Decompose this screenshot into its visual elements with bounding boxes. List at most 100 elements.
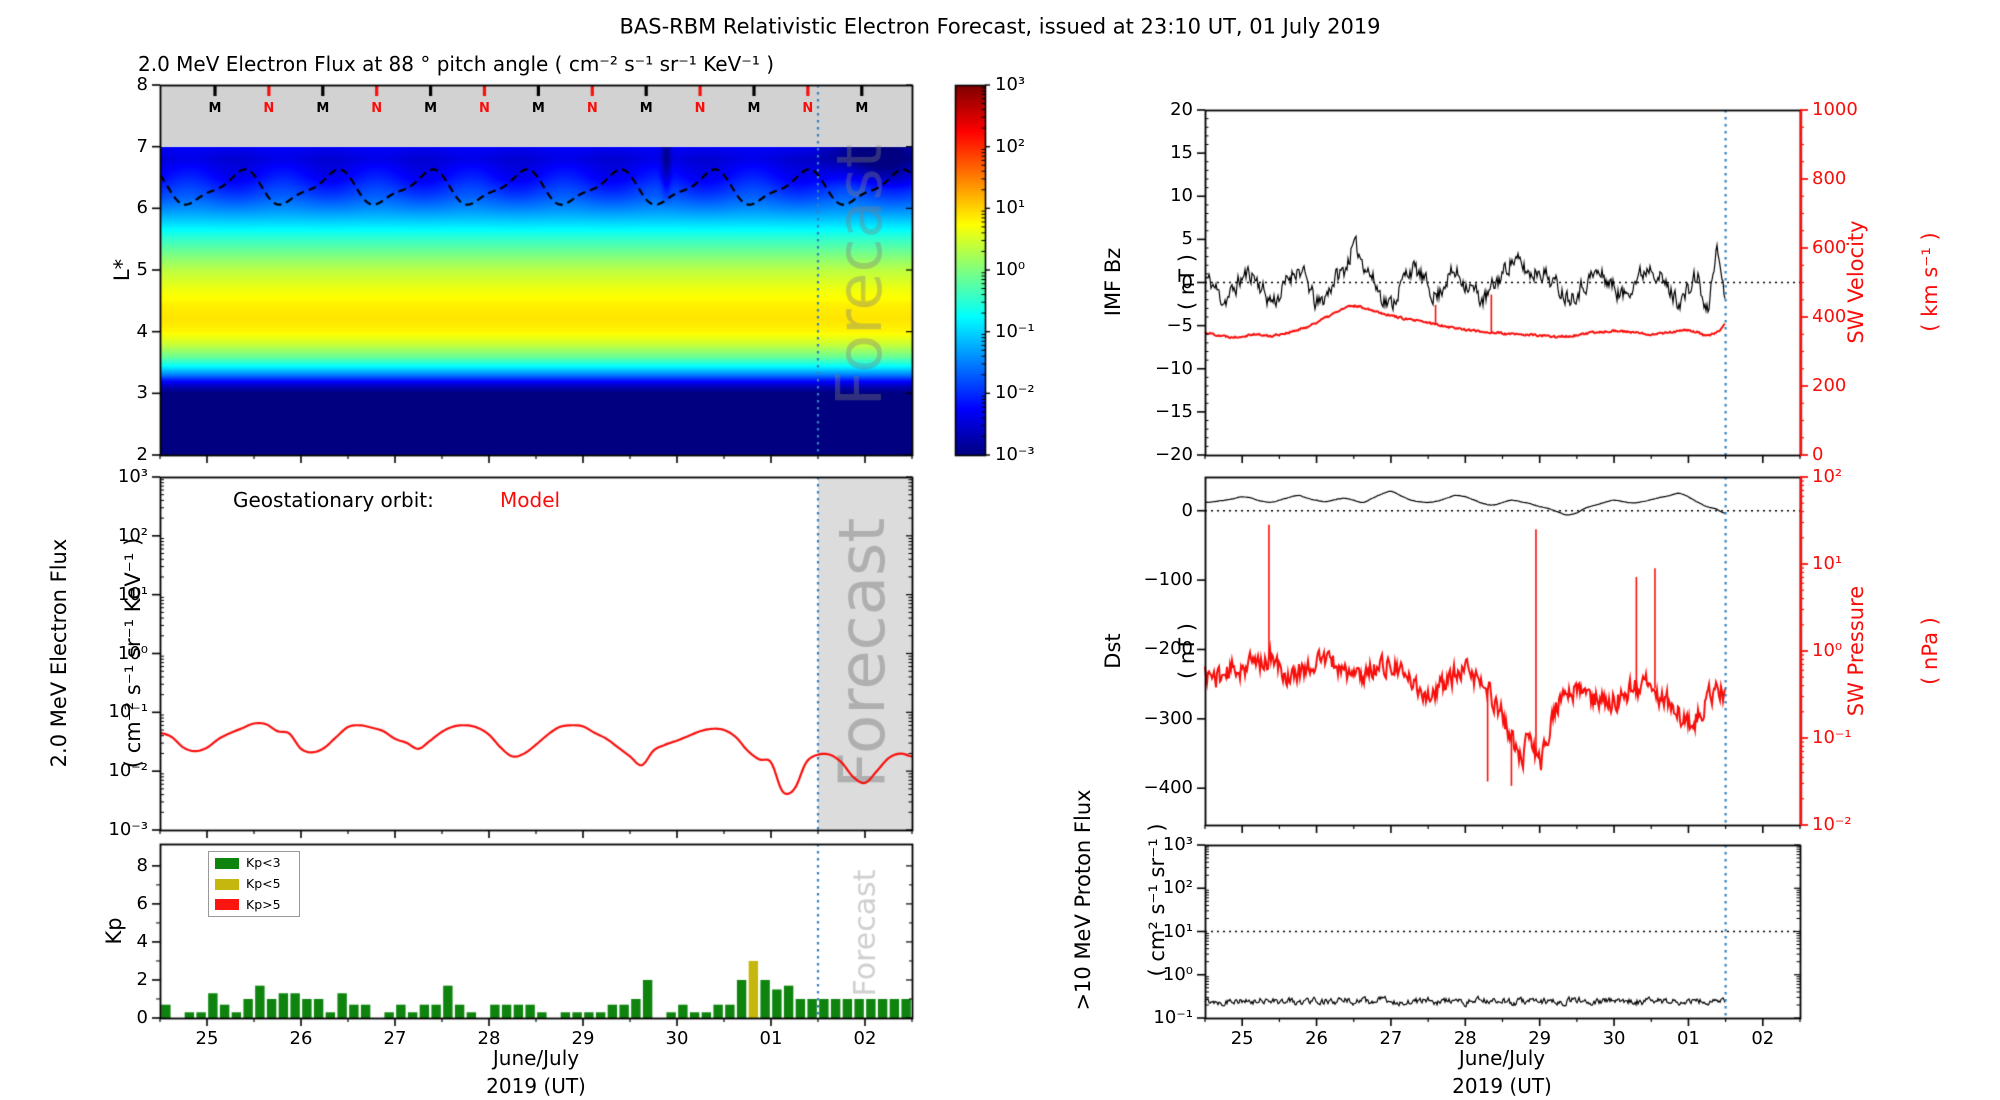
imf-bz-y-tick-label: 20 [1170,99,1193,120]
mn-marker-label: M [747,101,761,116]
x-tick-label: 26 [289,1028,313,1049]
sw-velocity-y-tick-label: 400 [1812,306,1847,327]
geo-orbit-model-label: Model [500,488,561,512]
kp-y-tick-label: 0 [136,1007,148,1028]
geo-flux-y-tick-label: 10⁰ [117,642,148,664]
mn-marker-label: N [694,101,706,116]
geo-flux-ylabel: 2.0 MeV Electron Flux ( cm⁻² s⁻¹ sr⁻¹ Ke… [46,537,145,769]
kp-mid-swatch [215,878,239,890]
heatmap-y-tick-label: 3 [136,382,148,404]
heatmap-y-tick-label: 6 [136,197,148,219]
colorbar-tick-label: 10³ [995,74,1026,95]
imf-bz-y-tick-label: −5 [1166,314,1193,336]
imf-bz-y-tick-label: −15 [1155,400,1193,422]
geo-flux-y-tick-label: 10⁻² [108,760,148,782]
heatmap-y-tick-label: 4 [136,320,148,342]
x-tick-label: 30 [665,1028,689,1049]
kp-high-label: Kp>5 [246,896,281,912]
x-axis-caption-right-2: 2019 (UT) [1452,1074,1552,1098]
heatmap-y-tick-label: 5 [136,259,148,280]
heatmap-y-tick-label: 7 [136,135,148,157]
sw-pressure-y-tick-label: 10¹ [1812,553,1843,574]
mn-marker-label: M [208,101,222,116]
mn-marker-label: M [531,101,545,116]
sw-velocity-y-tick-label: 200 [1812,375,1847,396]
x-tick-label: 26 [1305,1028,1329,1049]
geo-flux-y-tick-label: 10⁻³ [108,819,148,840]
x-tick-label: 25 [1230,1028,1254,1049]
x-axis-caption-left-1: June/July [492,1046,580,1070]
colorbar-tick-label: 10² [995,135,1026,157]
x-tick-label: 29 [1528,1028,1552,1049]
x-axis-caption-left-2: 2019 (UT) [486,1074,586,1098]
colorbar-tick-label: 10⁰ [995,259,1026,280]
kp-low-label: Kp<3 [246,855,281,870]
figure-title: BAS-RBM Relativistic Electron Forecast, … [619,14,1381,39]
x-tick-label: 02 [1751,1028,1775,1049]
kp-y-tick-label: 8 [136,854,148,876]
imf-bz-y-tick-label: −10 [1155,357,1193,379]
kp-legend-item: Kp>5 [215,896,293,912]
heatmap-y-tick-label: 2 [136,444,148,465]
mn-marker-label: M [316,101,330,116]
colorbar-tick-label: 10⁻³ [995,444,1035,465]
sw-pressure-y-tick-label: 10² [1812,466,1843,487]
kp-y-tick-label: 4 [136,930,148,952]
sw-velocity-y-tick-label: 1000 [1812,99,1858,120]
imf-bz-y-tick-label: 15 [1170,142,1193,164]
dst-y-tick-label: 0 [1181,499,1193,521]
mn-marker-label: N [586,101,598,116]
heatmap-ylabel: L* [109,258,134,282]
x-tick-label: 02 [853,1028,877,1049]
x-tick-label: 27 [383,1028,407,1049]
sw-velocity-y-tick-label: 600 [1812,237,1847,258]
imf-bz-ylabel: IMF Bz ( nT ) [1100,247,1199,317]
x-tick-label: 01 [1676,1028,1700,1049]
sw-velocity-y-tick-label: 0 [1812,444,1824,465]
x-tick-label: 29 [571,1028,595,1049]
proton-flux-y-tick-label: 10¹ [1162,920,1193,942]
mn-marker-label: M [639,101,653,116]
geo-orbit-label: Geostationary orbit: [233,488,434,512]
colorbar-tick-label: 10¹ [995,197,1026,219]
mn-marker-label: N [479,101,490,116]
geo-flux-y-tick-label: 10¹ [117,583,148,605]
x-axis-caption-right-1: June/July [1458,1046,1546,1070]
x-tick-label: 28 [1453,1028,1477,1049]
sw-velocity-y-tick-label: 800 [1812,168,1847,189]
proton-flux-y-tick-label: 10⁻¹ [1153,1007,1193,1028]
colorbar-tick-label: 10⁻² [995,382,1035,404]
heatmap-y-tick-label: 8 [136,74,148,95]
proton-flux-y-tick-label: 10³ [1162,834,1193,855]
x-tick-label: 01 [759,1028,783,1049]
mn-marker-label: N [263,101,275,116]
kp-low-swatch [215,857,239,869]
geo-flux-y-tick-label: 10² [117,524,148,546]
kp-legend-item: Kp<3 [215,855,293,870]
mn-marker-label: N [371,101,383,116]
dst-y-tick-label: −200 [1143,638,1193,660]
sw-pressure-y-tick-label: 10⁻² [1812,814,1852,835]
mn-marker-label: N [802,101,814,116]
kp-legend-item: Kp<5 [215,877,293,891]
mn-marker-label: M [424,101,438,116]
colorbar-tick-label: 10⁻¹ [995,320,1035,342]
mn-marker-label: M [855,101,869,116]
proton-flux-y-tick-label: 10⁰ [1162,963,1193,985]
dst-y-tick-label: −400 [1143,777,1193,799]
heatmap-title: 2.0 MeV Electron Flux at 88 ° pitch angl… [138,52,775,76]
imf-bz-y-tick-label: 10 [1170,185,1193,207]
kp-y-tick-label: 6 [136,892,148,914]
geo-flux-y-tick-label: 10⁻¹ [108,701,148,723]
x-tick-label: 27 [1379,1028,1403,1049]
x-tick-label: 30 [1602,1028,1626,1049]
imf-bz-y-tick-label: 0 [1181,271,1193,293]
kp-ylabel: Kp [101,917,126,945]
sw-pressure-y-tick-label: 10⁻¹ [1812,727,1852,748]
sw-pressure-y-tick-label: 10⁰ [1812,640,1843,661]
kp-y-tick-label: 2 [136,968,148,990]
dst-y-tick-label: −300 [1143,707,1193,729]
geo-flux-y-tick-label: 10³ [117,466,148,487]
